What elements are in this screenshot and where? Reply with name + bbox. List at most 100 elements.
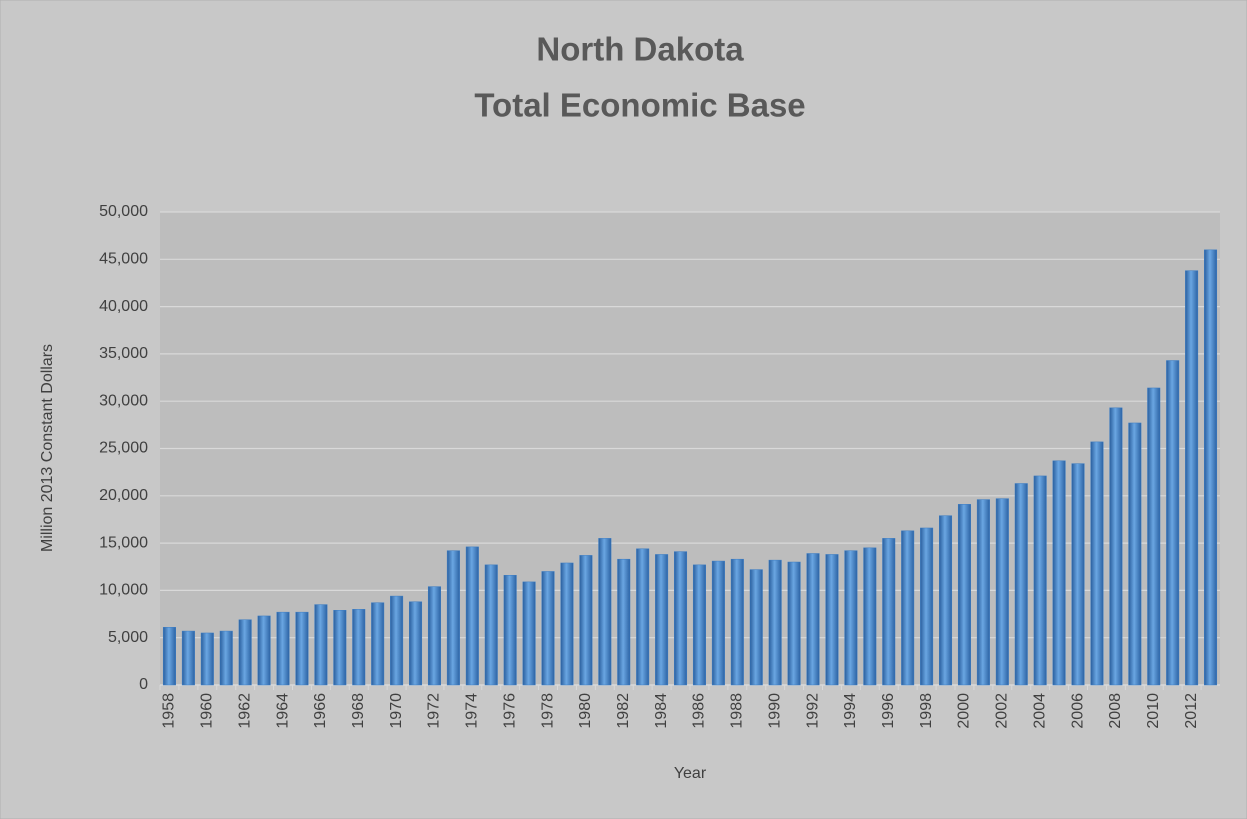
bar: [314, 604, 328, 686]
x-tick-label: 1976: [501, 693, 518, 729]
bar: [655, 554, 669, 686]
bar: [333, 610, 347, 686]
bar: [844, 550, 858, 686]
bar: [446, 550, 460, 686]
bar: [882, 538, 896, 686]
bar: [465, 546, 479, 686]
bar: [484, 564, 498, 686]
bar: [352, 609, 366, 686]
bar: [939, 515, 953, 686]
x-axis-label: Year: [674, 765, 707, 782]
bar: [1052, 460, 1066, 686]
chart-title: Total Economic Base: [474, 87, 805, 124]
x-tick-label: 1980: [577, 693, 594, 729]
bar: [181, 630, 195, 686]
bar: [1166, 360, 1180, 686]
x-tick-label: 1992: [804, 693, 821, 729]
bar: [1204, 249, 1218, 686]
x-tick-label: 1974: [464, 693, 481, 729]
y-tick-label: 25,000: [99, 440, 148, 457]
x-tick-label: 2012: [1183, 693, 1200, 729]
bar: [787, 561, 801, 686]
y-tick-label: 20,000: [99, 487, 148, 504]
x-tick-label: 1998: [918, 693, 935, 729]
bar: [503, 575, 517, 686]
bar: [200, 632, 214, 686]
y-tick-label: 5,000: [108, 629, 148, 646]
x-tick-label: 1972: [426, 693, 443, 729]
x-tick-label: 1966: [312, 693, 329, 729]
bar: [598, 538, 612, 686]
x-tick-label: 1970: [388, 693, 405, 729]
x-tick-label: 1988: [729, 693, 746, 729]
x-tick-label: 1978: [539, 693, 556, 729]
x-tick-label: 1964: [274, 693, 291, 729]
bar: [1071, 463, 1085, 686]
bar: [390, 595, 404, 686]
x-tick-label: 2002: [994, 693, 1011, 729]
chart-title: North Dakota: [536, 31, 744, 68]
x-tick-label: 1960: [199, 693, 216, 729]
bar: [276, 611, 290, 686]
bar: [295, 611, 309, 686]
bar: [1109, 407, 1123, 686]
bar: [1014, 483, 1028, 686]
bar: [1147, 387, 1161, 686]
x-tick-label: 1968: [350, 693, 367, 729]
bar: [371, 602, 385, 686]
bar: [162, 627, 176, 686]
bar: [257, 615, 271, 686]
bar: [1033, 475, 1047, 686]
bar: [749, 569, 763, 686]
bar: [730, 558, 744, 686]
bar: [825, 554, 839, 686]
x-tick-label: 2010: [1145, 693, 1162, 729]
bar: [409, 601, 423, 686]
x-tick-label: 1986: [691, 693, 708, 729]
x-tick-label: 1990: [766, 693, 783, 729]
y-axis-label: Million 2013 Constant Dollars: [39, 344, 56, 552]
y-tick-label: 0: [139, 676, 148, 693]
x-tick-label: 1962: [236, 693, 253, 729]
bar: [1185, 270, 1199, 686]
y-tick-label: 15,000: [99, 534, 148, 551]
bar: [711, 560, 725, 686]
y-tick-label: 35,000: [99, 345, 148, 362]
bar: [1128, 422, 1142, 686]
bar: [1090, 441, 1104, 686]
x-tick-label: 1982: [615, 693, 632, 729]
x-tick-label: 2006: [1069, 693, 1086, 729]
bar: [768, 559, 782, 686]
bar: [522, 581, 536, 686]
bar: [541, 571, 555, 686]
x-tick-label: 1958: [161, 693, 178, 729]
bar: [692, 564, 706, 686]
y-tick-label: 50,000: [99, 203, 148, 220]
bar: [427, 586, 441, 686]
bar: [674, 551, 688, 686]
x-tick-label: 2000: [956, 693, 973, 729]
bar: [806, 553, 820, 686]
x-tick-label: 2004: [1031, 693, 1048, 729]
x-tick-label: 1996: [880, 693, 897, 729]
y-tick-label: 40,000: [99, 298, 148, 315]
x-tick-label: 2008: [1107, 693, 1124, 729]
bar: [995, 498, 1009, 686]
bar: [901, 530, 915, 686]
y-tick-label: 10,000: [99, 582, 148, 599]
bar: [617, 558, 631, 686]
bar: [863, 547, 877, 686]
bar: [636, 548, 650, 686]
bar: [920, 527, 934, 686]
x-tick-label: 1984: [653, 693, 670, 729]
y-tick-label: 30,000: [99, 392, 148, 409]
bar: [976, 499, 990, 686]
bar: [560, 562, 574, 686]
bar: [219, 630, 233, 686]
y-tick-label: 45,000: [99, 251, 148, 268]
bar: [579, 555, 593, 686]
bar: [238, 619, 252, 686]
bar: [957, 504, 971, 686]
x-tick-label: 1994: [842, 693, 859, 729]
